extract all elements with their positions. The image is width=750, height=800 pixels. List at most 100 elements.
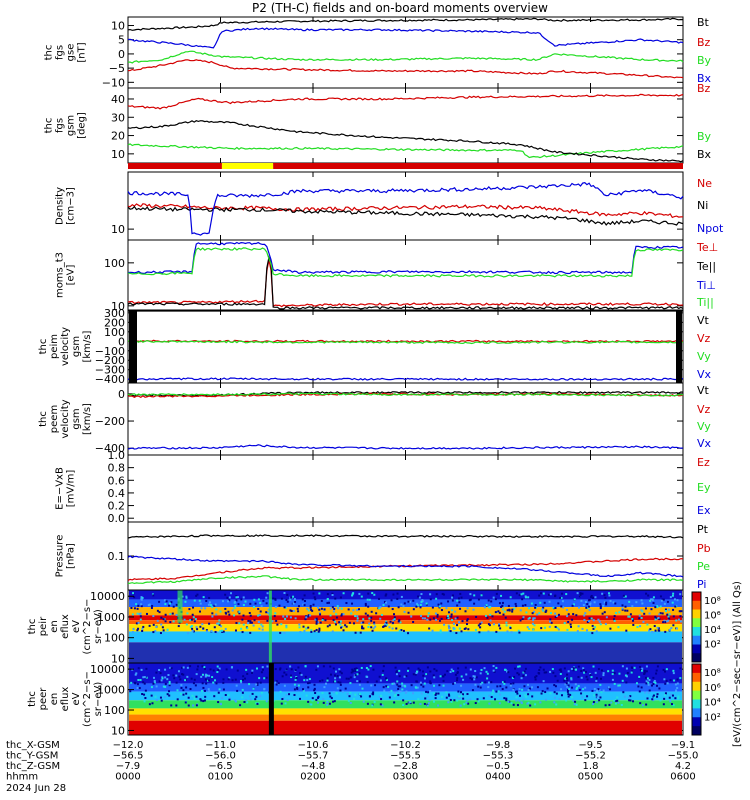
spectrogram-pixel [485,604,488,607]
spectrogram-pixel [629,695,632,698]
spectrogram-pixel [593,687,596,690]
spectrogram-pixel [626,671,629,674]
spectrogram-pixel [241,618,244,621]
spectrogram-pixel [313,630,316,633]
spectrogram-pixel [285,693,288,696]
spectrogram-pixel [396,597,399,600]
spectrogram-pixel [339,620,342,623]
spectrogram-pixel [309,605,312,608]
spectrogram-pixel [625,667,628,670]
spectrogram-pixel [464,627,467,630]
spectrogram-pixel [213,695,216,698]
spectrogram-pixel [645,682,648,685]
spectrogram-pixel [261,668,264,671]
spectrogram-pixel [191,630,194,633]
spectrogram-pixel [538,594,541,597]
spectrogram-pixel [608,594,611,597]
spectrogram-pixel [662,668,665,671]
spectrogram-pixel [355,667,358,670]
spectrogram-pixel [616,699,619,702]
spectrogram-pixel [353,676,356,679]
spectrogram-pixel [152,594,155,597]
spectrogram-pixel [545,609,548,612]
spectrogram-pixel [383,689,386,692]
spectrogram-spike [268,590,272,663]
spectrogram-pixel [649,598,652,601]
spectrogram-pixel [185,692,188,695]
spectrogram-pixel [652,596,655,599]
spectrogram-pixel [395,627,398,630]
spectrogram-pixel [507,671,510,674]
spectrogram-pixel [284,617,287,620]
spectrogram-pixel [256,682,259,685]
spectrogram-pixel [322,665,325,668]
spectrogram-pixel [652,683,655,686]
spectrogram-pixel [271,620,274,623]
spectrogram-pixel [305,694,308,697]
spectrogram-pixel [163,599,166,602]
spectrogram-pixel [492,665,495,668]
spectrogram-pixel [647,691,650,694]
spectrogram-pixel [482,697,485,700]
spectrogram-pixel [316,665,319,668]
spectrogram-pixel [510,702,513,705]
spectrogram-pixel [527,689,530,692]
spectrogram-pixel [564,677,567,680]
y-tick-label: 0.2 [108,500,126,513]
y-tick-label: 0.8 [108,462,126,475]
spectrogram-pixel [614,602,617,605]
spectrogram-pixel [186,666,189,669]
spectrogram-pixel [512,682,515,685]
spectrogram-pixel [180,684,183,687]
spectrogram-pixel [466,619,469,622]
spectrogram-pixel [436,613,439,616]
spectrogram-pixel [166,693,169,696]
spectrogram-pixel [331,594,334,597]
spectrogram-pixel [255,702,258,705]
spectrogram-pixel [366,702,369,705]
spectrogram-pixel [488,624,491,627]
spectrogram-pixel [443,673,446,676]
legend-entry: By [697,130,712,143]
x-axis-value: 0200 [300,772,325,783]
spectrogram-pixel [137,621,140,624]
spectrogram-pixel [494,698,497,701]
y-axis-label: eV [71,620,82,633]
spectrogram-pixel [151,702,154,705]
spectrogram-pixel [549,692,552,695]
spectrogram-pixel [224,593,227,596]
spectrogram-pixel [402,699,405,702]
spectrogram-pixel [605,616,608,619]
x-axis-row-label: thc_Z-GSM [6,761,60,772]
spectrogram-pixel [599,696,602,699]
spectrogram-pixel [215,631,218,634]
spectrogram-pixel [590,594,593,597]
spectrogram-pixel [289,665,292,668]
spectrogram-pixel [152,623,155,626]
spectrogram-pixel [533,617,536,620]
y-tick-label: −10 [102,76,125,89]
spectrogram-pixel [303,679,306,682]
spectrogram-pixel [292,602,295,605]
spectrogram-pixel [354,693,357,696]
spectrogram-pixel [565,593,568,596]
spectrogram-pixel [553,691,556,694]
spectrogram-pixel [154,695,157,698]
spectrogram-pixel [658,613,661,616]
spectrogram-pixel [201,623,204,626]
spectrogram-pixel [293,688,296,691]
spectrogram-pixel [435,669,438,672]
legend-entry: Ne [697,177,712,190]
spectrogram-pixel [519,619,522,622]
colorbar-tick-label: 10⁴ [704,625,721,636]
spectrogram-pixel [202,596,205,599]
spectrogram-pixel [204,673,207,676]
spectrogram-pixel [144,689,147,692]
spectrogram-pixel [209,601,212,604]
y-axis-label: gsm [71,336,82,357]
spectrogram-pixel [599,607,602,610]
series-line-moms_t3-0 [127,259,684,308]
spectrogram-pixel [265,700,268,703]
y-axis-label: peem [49,405,60,433]
spectrogram-band [129,700,682,709]
